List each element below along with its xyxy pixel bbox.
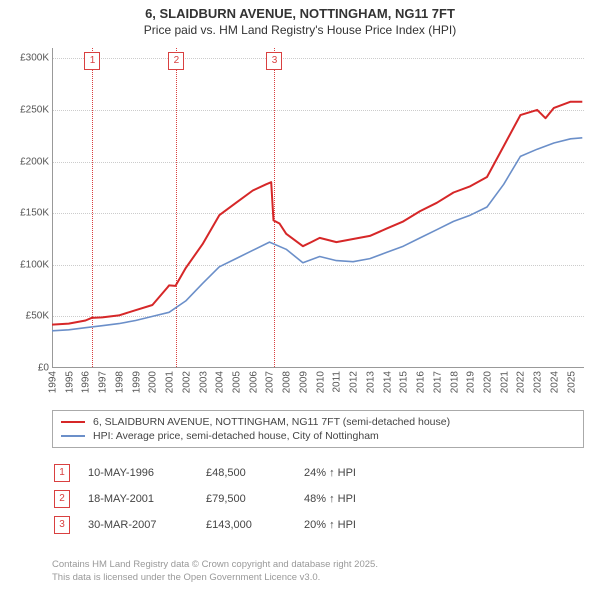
x-axis-label: 2022: [516, 371, 527, 393]
x-axis-label: 2018: [449, 371, 460, 393]
y-axis-label: £150K: [20, 208, 49, 219]
x-axis-label: 2023: [533, 371, 544, 393]
y-axis-label: £200K: [20, 156, 49, 167]
chart-plot-area: £0£50K£100K£150K£200K£250K£300K199419951…: [52, 48, 584, 368]
x-axis-label: 2013: [365, 371, 376, 393]
x-axis-label: 1997: [98, 371, 109, 393]
sale-row-marker: 2: [54, 490, 70, 508]
sale-row: 1 10-MAY-1996 £48,500 24% ↑ HPI: [52, 460, 584, 486]
sale-pct: 48% ↑ HPI: [304, 493, 404, 505]
sales-table: 1 10-MAY-1996 £48,500 24% ↑ HPI 2 18-MAY-2001…: [52, 460, 584, 538]
sale-pct: 24% ↑ HPI: [304, 467, 404, 479]
legend-swatch: [61, 435, 85, 437]
series-line-hpi: [52, 138, 582, 331]
sale-price: £48,500: [206, 467, 286, 479]
sale-row: 2 18-MAY-2001 £79,500 48% ↑ HPI: [52, 486, 584, 512]
x-axis-label: 2016: [416, 371, 427, 393]
x-axis-label: 1996: [81, 371, 92, 393]
legend-swatch: [61, 421, 85, 423]
y-axis-label: £250K: [20, 104, 49, 115]
legend-item: HPI: Average price, semi-detached house,…: [61, 429, 575, 443]
x-axis-label: 2025: [566, 371, 577, 393]
sale-row: 3 30-MAR-2007 £143,000 20% ↑ HPI: [52, 512, 584, 538]
series-line-price_paid: [52, 102, 582, 325]
sale-date: 18-MAY-2001: [88, 493, 188, 505]
x-axis-label: 2020: [482, 371, 493, 393]
footer-attribution: Contains HM Land Registry data © Crown c…: [52, 559, 584, 584]
sale-date: 30-MAR-2007: [88, 519, 188, 531]
legend-item: 6, SLAIDBURN AVENUE, NOTTINGHAM, NG11 7F…: [61, 415, 575, 429]
x-axis-label: 2002: [181, 371, 192, 393]
sale-pct: 20% ↑ HPI: [304, 519, 404, 531]
x-axis-label: 2008: [282, 371, 293, 393]
sale-row-marker: 3: [54, 516, 70, 534]
x-axis-label: 2011: [332, 371, 343, 393]
legend-label: 6, SLAIDBURN AVENUE, NOTTINGHAM, NG11 7F…: [93, 416, 450, 428]
y-axis-label: £300K: [20, 53, 49, 64]
y-axis-label: £50K: [26, 311, 49, 322]
x-axis-label: 2010: [315, 371, 326, 393]
chart-title: 6, SLAIDBURN AVENUE, NOTTINGHAM, NG11 7F…: [0, 0, 600, 39]
footer-line1: Contains HM Land Registry data © Crown c…: [52, 559, 584, 571]
x-axis-label: 1998: [114, 371, 125, 393]
x-axis-label: 2021: [499, 371, 510, 393]
x-axis-label: 2009: [298, 371, 309, 393]
x-axis-label: 2014: [382, 371, 393, 393]
sale-price: £143,000: [206, 519, 286, 531]
title-line1: 6, SLAIDBURN AVENUE, NOTTINGHAM, NG11 7F…: [0, 6, 600, 21]
sale-price: £79,500: [206, 493, 286, 505]
sale-row-marker: 1: [54, 464, 70, 482]
x-axis-label: 1999: [131, 371, 142, 393]
legend-label: HPI: Average price, semi-detached house,…: [93, 430, 379, 442]
sale-date: 10-MAY-1996: [88, 467, 188, 479]
x-axis-label: 2015: [399, 371, 410, 393]
chart-lines-svg: [52, 48, 584, 368]
x-axis-label: 2019: [466, 371, 477, 393]
chart-legend: 6, SLAIDBURN AVENUE, NOTTINGHAM, NG11 7F…: [52, 410, 584, 448]
x-axis-label: 2006: [248, 371, 259, 393]
x-axis-label: 2012: [349, 371, 360, 393]
title-line2: Price paid vs. HM Land Registry's House …: [0, 23, 600, 37]
footer-line2: This data is licensed under the Open Gov…: [52, 572, 584, 584]
y-axis-label: £100K: [20, 259, 49, 270]
x-axis-label: 2024: [549, 371, 560, 393]
x-axis-label: 2007: [265, 371, 276, 393]
x-axis-label: 2003: [198, 371, 209, 393]
x-axis-label: 2017: [432, 371, 443, 393]
x-axis-label: 2005: [232, 371, 243, 393]
x-axis-label: 2000: [148, 371, 159, 393]
x-axis-label: 2004: [215, 371, 226, 393]
x-axis-label: 2001: [165, 371, 176, 393]
x-axis-label: 1995: [64, 371, 75, 393]
x-axis-label: 1994: [48, 371, 59, 393]
